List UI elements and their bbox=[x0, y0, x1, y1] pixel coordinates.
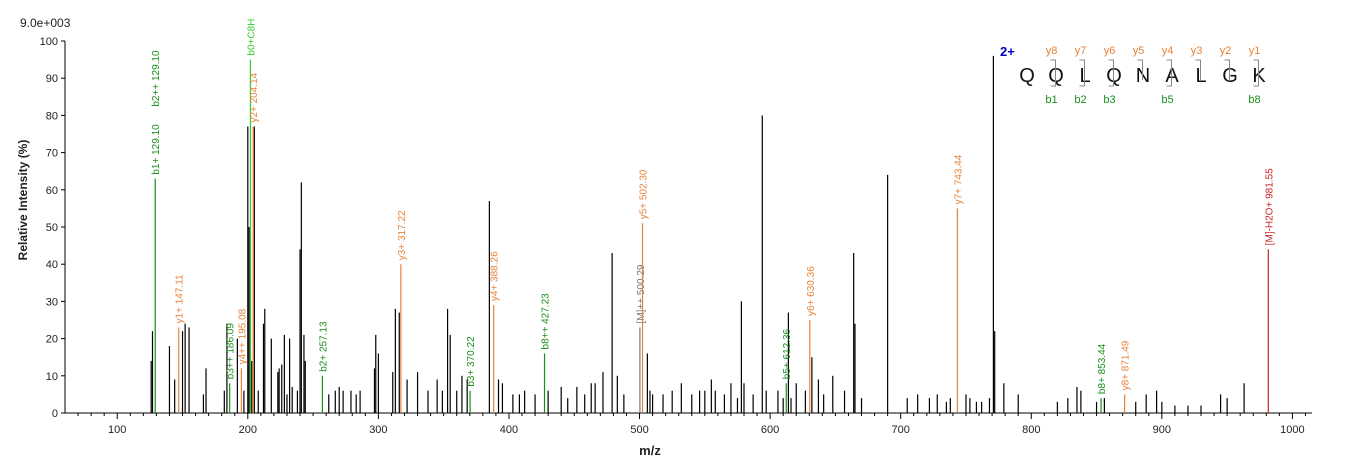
charge-state: 2+ bbox=[1000, 44, 1015, 59]
peak-label: y4++ 195.08 bbox=[237, 308, 248, 364]
x-ticks: 100 200 300 400 500 600 700 800 900 1000 bbox=[77, 413, 1306, 436]
x-tick-label: 100 bbox=[108, 424, 126, 436]
x-tick-label: 400 bbox=[500, 424, 518, 436]
y-tick-label: 90 bbox=[46, 73, 58, 85]
intensity-scale-label: 9.0e+003 bbox=[20, 16, 71, 30]
x-tick-label: 800 bbox=[1022, 424, 1040, 436]
y-fragment-label: y3 bbox=[1191, 45, 1203, 57]
y-fragment-label: y6 bbox=[1104, 45, 1116, 57]
sequence-residue: A bbox=[1165, 65, 1179, 87]
b-fragment-bracket bbox=[1166, 64, 1172, 87]
x-tick-label: 1000 bbox=[1280, 424, 1304, 436]
y-fragment-label: y5 bbox=[1133, 45, 1145, 57]
b-fragment-bracket bbox=[1253, 64, 1259, 87]
y-tick-label: 30 bbox=[46, 296, 58, 308]
b-fragment-bracket bbox=[1079, 64, 1085, 87]
peak-label: y4+ 388.26 bbox=[490, 251, 501, 301]
y-fragment-label: y1 bbox=[1249, 45, 1261, 57]
peak-label: y8+ 871.49 bbox=[1121, 340, 1132, 390]
x-tick-label: 700 bbox=[892, 424, 910, 436]
peak-label: b8+ 853.44 bbox=[1097, 343, 1108, 394]
sequence-residue: K bbox=[1252, 65, 1266, 87]
peak-label: [M]-H2O+ 981.55 bbox=[1264, 168, 1275, 245]
y-fragment-label: y2 bbox=[1220, 45, 1232, 57]
peak-label: b5+ 612.36 bbox=[782, 328, 793, 379]
x-tick-label: 500 bbox=[630, 424, 648, 436]
unlabeled-peaks bbox=[150, 55, 1245, 413]
y-fragment-label: y4 bbox=[1162, 45, 1174, 57]
b-fragment-bracket bbox=[1108, 64, 1114, 87]
b-fragment-label: b1 bbox=[1045, 94, 1057, 106]
x-tick-label: 600 bbox=[761, 424, 779, 436]
b-fragment-label: b5 bbox=[1161, 94, 1173, 106]
y-tick-label: 10 bbox=[46, 371, 58, 383]
y-tick-label: 60 bbox=[46, 185, 58, 197]
peak-label: b1+ 129.10 bbox=[151, 124, 162, 175]
y-tick-label: 20 bbox=[46, 334, 58, 346]
x-axis-label: m/z bbox=[639, 443, 661, 458]
peak-label: b3+ 370.22 bbox=[466, 336, 477, 387]
peak-label: y7+ 743.44 bbox=[953, 154, 964, 204]
x-tick-label: 900 bbox=[1153, 424, 1171, 436]
y-tick-label: 40 bbox=[46, 259, 58, 271]
y-tick-label: 0 bbox=[52, 408, 58, 420]
y-tick-label: 50 bbox=[46, 222, 58, 234]
y-tick-label: 70 bbox=[46, 148, 58, 160]
peak-label: y3+ 317.22 bbox=[397, 210, 408, 260]
x-tick-label: 200 bbox=[239, 424, 257, 436]
y-fragment-label: y8 bbox=[1046, 45, 1058, 57]
b-fragment-label: b3 bbox=[1103, 94, 1115, 106]
sequence-residue: Q bbox=[1019, 65, 1035, 87]
y-fragment-label: y7 bbox=[1075, 45, 1087, 57]
peak-label: b2+ 257.13 bbox=[318, 321, 329, 372]
b-fragment-bracket bbox=[1050, 64, 1056, 87]
peak-label: b0+C8H bbox=[246, 19, 257, 56]
y-tick-label: 80 bbox=[46, 110, 58, 122]
y-ticks: 0 10 20 30 40 50 60 70 80 90 100 bbox=[40, 36, 65, 420]
b-fragment-label: b8 bbox=[1248, 94, 1260, 106]
peak-label: y5+ 502.30 bbox=[639, 169, 650, 219]
y-fragment-bracket bbox=[1224, 59, 1230, 80]
peak-label: y6+ 630.36 bbox=[806, 266, 817, 316]
y-fragment-bracket bbox=[1195, 59, 1201, 80]
peak-label: b2++ 129.10 bbox=[151, 50, 162, 107]
b-fragment-label: b2 bbox=[1074, 94, 1086, 106]
peak-label: y2+ 204.14 bbox=[249, 72, 260, 122]
annotated-peaks: b1+ 129.10 b2++ 129.10 y1+ 147.11 b3++ 186.… bbox=[151, 19, 1275, 413]
x-tick-label: 300 bbox=[369, 424, 387, 436]
peak-label: [M]++ 500.29 bbox=[636, 264, 647, 323]
peak-label: b3++ 186.09 bbox=[226, 323, 237, 380]
y-fragment-bracket bbox=[1137, 59, 1143, 80]
peak-label: y1+ 147.11 bbox=[175, 274, 186, 323]
y-axis-label: Relative Intensity (%) bbox=[16, 140, 30, 261]
peak-label: b8++ 427.23 bbox=[541, 293, 552, 350]
y-tick-label: 100 bbox=[40, 36, 58, 48]
